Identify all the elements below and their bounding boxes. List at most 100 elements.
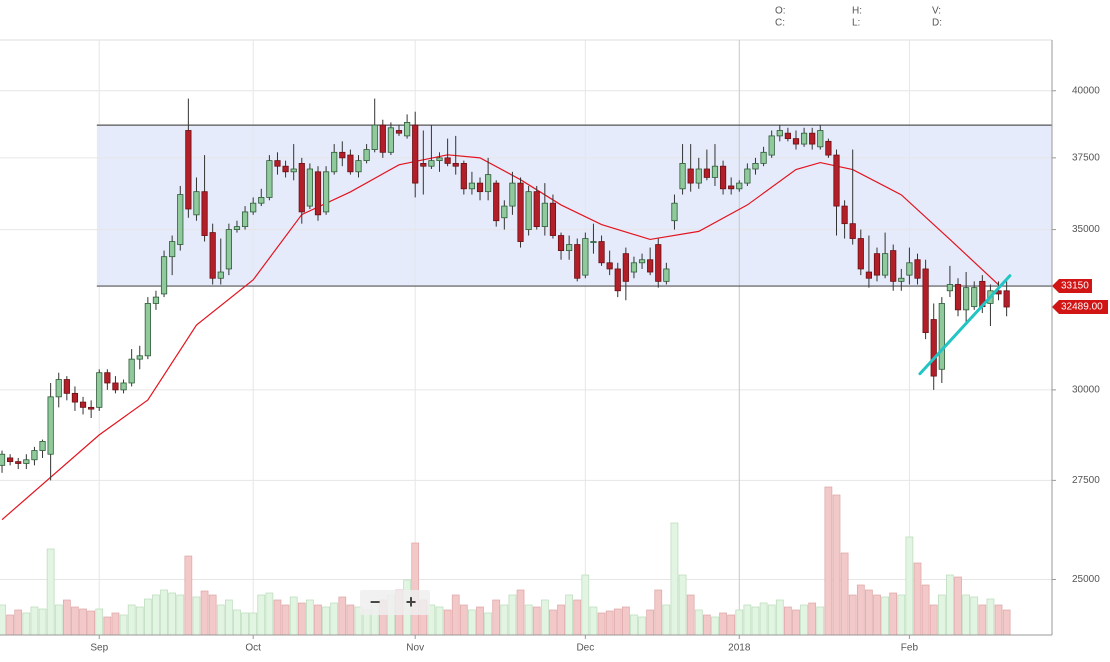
candle-body	[817, 130, 824, 148]
candle-body	[47, 396, 54, 455]
volume-bar	[338, 596, 347, 636]
candle-body	[906, 262, 913, 276]
candle-body	[566, 244, 573, 251]
volume-bar	[759, 602, 768, 636]
volume-bar	[711, 616, 719, 636]
candle-body	[104, 372, 111, 384]
volume-bar	[95, 608, 104, 636]
candle-body	[792, 138, 800, 145]
zoom-button[interactable]: +	[406, 592, 417, 612]
volume-bar	[62, 599, 71, 636]
volume-bar	[225, 599, 233, 636]
volume-bar	[800, 604, 808, 636]
candle-body	[963, 287, 970, 311]
candle-body	[322, 171, 330, 213]
volume-bar	[330, 602, 339, 636]
volume-bar	[905, 536, 914, 636]
candle-body	[719, 165, 727, 190]
candle-body	[509, 182, 516, 207]
candle-body	[209, 232, 216, 279]
volume-bar	[411, 542, 420, 636]
candle-body	[760, 151, 767, 164]
volume-bar	[208, 594, 217, 636]
volume-bar	[694, 609, 703, 636]
volume-bar	[281, 604, 290, 636]
candle-body	[728, 185, 735, 190]
volume-bar	[962, 594, 970, 636]
volume-bar	[500, 604, 509, 636]
candle-body	[954, 284, 962, 311]
volume-bar	[840, 552, 849, 636]
volume-bar	[306, 599, 314, 636]
volume-bar	[532, 606, 541, 636]
candle-body	[922, 268, 929, 333]
candle-body	[501, 205, 508, 219]
volume-bar	[784, 606, 792, 636]
ohlc-low: L:	[852, 18, 860, 29]
candle-body	[39, 440, 46, 451]
volume-bar	[719, 612, 727, 636]
volume-bar	[662, 604, 671, 636]
volume-bar	[46, 548, 55, 636]
candle-body	[971, 287, 978, 308]
candle-body	[379, 124, 386, 153]
candle-body	[857, 238, 864, 270]
candle-body	[282, 165, 289, 173]
volume-bar	[994, 604, 1003, 636]
candle-body	[614, 268, 621, 292]
candle-body	[833, 154, 840, 207]
candle-body	[865, 271, 873, 279]
candle-body	[331, 151, 338, 173]
candle-body	[890, 250, 897, 282]
volume-bar	[775, 599, 784, 636]
volume-bar	[848, 594, 857, 636]
candle-body	[655, 244, 662, 282]
candle-body	[1003, 290, 1010, 308]
volume-bar	[654, 589, 663, 636]
volume-bar	[630, 614, 638, 636]
volume-bar	[986, 598, 995, 636]
volume-bar	[508, 594, 517, 636]
candle-body	[476, 182, 484, 193]
volume-bar	[613, 608, 622, 636]
ohlc-open: O:	[775, 6, 786, 17]
candle-body	[776, 130, 783, 137]
candle-body	[784, 132, 791, 140]
candle-body	[225, 229, 232, 270]
volume-bar	[459, 604, 468, 636]
volume-bar	[22, 612, 31, 636]
volume-bar	[856, 584, 865, 636]
volume-bar	[54, 604, 63, 636]
candle-body	[23, 459, 30, 464]
volume-bar	[557, 604, 565, 636]
volume-bar	[946, 574, 954, 636]
volume-bar	[605, 610, 614, 636]
ohlc-high: H:	[852, 6, 862, 17]
ohlc-close: C:	[775, 18, 785, 29]
candle-body	[233, 226, 241, 230]
volume-bar	[646, 609, 655, 636]
candle-body	[128, 358, 135, 384]
volume-bar	[678, 574, 687, 636]
candle-body	[711, 165, 719, 178]
volume-bar	[233, 609, 241, 636]
zoom-button[interactable]: −	[370, 592, 381, 612]
volume-bar	[30, 606, 39, 636]
volume-bar	[443, 609, 452, 636]
volume-bar	[346, 604, 355, 636]
candle-body	[7, 457, 14, 463]
candle-body	[371, 124, 378, 150]
volume-bar	[216, 604, 225, 636]
candle-body	[71, 392, 79, 403]
candle-body	[849, 223, 856, 239]
candle-body	[647, 259, 654, 273]
volume-bar	[597, 612, 606, 636]
ohlc-volume: V:	[932, 6, 941, 17]
candle-body	[177, 194, 184, 245]
candle-body	[485, 174, 492, 193]
candle-body	[533, 191, 540, 228]
volume-bar	[297, 602, 306, 636]
volume-bar	[913, 562, 922, 636]
candle-body	[873, 253, 881, 276]
